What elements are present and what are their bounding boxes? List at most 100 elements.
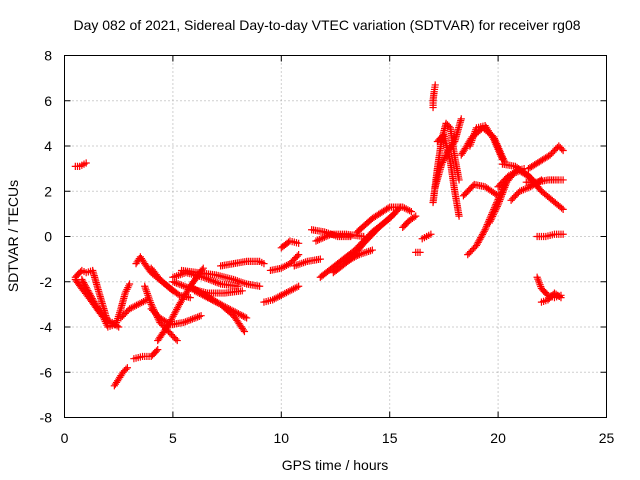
y-tick-label: -2 — [40, 274, 53, 290]
data-point-interp — [540, 287, 548, 295]
series-arc-31 — [399, 212, 420, 232]
data-point-interp — [389, 211, 397, 219]
series-arc-19 — [216, 257, 268, 270]
series-arc-23 — [277, 282, 303, 299]
y-tick-label: -8 — [40, 410, 53, 426]
data-point — [260, 260, 268, 268]
x-axis-label: GPS time / hours — [282, 457, 389, 473]
series-arc-06 — [112, 280, 134, 327]
data-point-interp — [150, 350, 158, 358]
data-point-interp — [437, 133, 445, 142]
data-point — [243, 314, 251, 322]
series-arc-40 — [459, 180, 502, 200]
series-arc-22 — [277, 237, 303, 252]
data-point — [455, 212, 463, 220]
series-arc-16 — [177, 266, 264, 290]
y-tick-label: 0 — [44, 229, 52, 245]
y-tick-label: 8 — [44, 48, 52, 64]
data-point-interp — [152, 347, 161, 355]
series-arc-18 — [190, 287, 251, 322]
grid-layer — [64, 55, 607, 418]
x-tick-label: 0 — [61, 430, 69, 446]
y-tick-label: 2 — [44, 183, 52, 199]
data-point-interp — [435, 136, 443, 144]
x-tick-label: 10 — [274, 430, 290, 446]
data-point — [544, 296, 552, 304]
data-point — [390, 210, 398, 218]
series-arc-12 — [147, 305, 205, 329]
data-point — [173, 336, 181, 345]
series-arc-05 — [110, 364, 131, 390]
data-point — [427, 230, 435, 238]
data-point-interp — [548, 292, 556, 300]
series-arc-32 — [412, 248, 424, 256]
data-point — [256, 282, 264, 290]
series-arc-07 — [117, 296, 151, 322]
data-point — [559, 146, 567, 155]
data-point-interp — [545, 294, 553, 303]
series-arc-21 — [266, 251, 303, 275]
series-arc-48 — [533, 230, 567, 241]
data-point-interp — [469, 182, 477, 190]
data-point — [559, 176, 567, 184]
data-point-interp — [539, 286, 547, 294]
y-tick-label: -4 — [40, 319, 53, 335]
series-arc-30 — [353, 203, 415, 236]
data-point-interp — [148, 351, 157, 359]
series-arc-50 — [537, 289, 565, 306]
series-arc-09 — [130, 346, 162, 363]
data-point-interp — [74, 270, 82, 279]
y-axis-label: SDTVAR / TECUs — [5, 180, 21, 292]
data-point-interp — [463, 187, 472, 196]
series-arc-26 — [312, 230, 368, 245]
x-tick-label: 5 — [169, 430, 177, 446]
x-tick-label: 15 — [382, 430, 398, 446]
data-point — [295, 239, 303, 247]
data-point-interp — [546, 293, 555, 301]
data-point-interp — [400, 222, 408, 230]
y-tick-label: -6 — [40, 364, 53, 380]
data-point-interp — [541, 289, 549, 297]
data-point — [186, 293, 194, 302]
series-arc-04 — [78, 275, 123, 331]
y-tick-label: 6 — [44, 93, 52, 109]
data-point — [459, 192, 468, 200]
data-point — [455, 176, 463, 184]
data-point — [557, 293, 565, 302]
series-arc-34 — [429, 81, 439, 112]
chart-title: Day 082 of 2021, Sidereal Day-to-day VTE… — [73, 17, 580, 33]
series-arc-24 — [290, 255, 324, 270]
data-point — [316, 255, 324, 263]
data-point — [125, 280, 134, 288]
data-point — [537, 284, 546, 293]
data-point — [82, 159, 90, 167]
data-point — [123, 364, 131, 372]
data-point-interp — [151, 348, 159, 356]
series-arc-47 — [524, 142, 567, 173]
data-point-interp — [466, 185, 474, 193]
data-point-interp — [401, 221, 409, 229]
series-arc-39 — [466, 122, 507, 164]
data-point — [431, 81, 439, 89]
data-point-interp — [75, 269, 83, 277]
data-point-interp — [462, 189, 470, 197]
data-point — [407, 208, 415, 216]
data-point-interp — [403, 219, 411, 227]
data-point — [147, 352, 155, 361]
series-arc-46 — [522, 176, 567, 186]
data-point — [240, 327, 249, 336]
data-point-interp — [465, 186, 473, 194]
data-point — [457, 115, 465, 123]
data-point — [368, 246, 376, 254]
data-point — [494, 183, 502, 191]
data-point-interp — [461, 190, 469, 198]
series-arc-28 — [329, 210, 398, 277]
data-point — [433, 137, 441, 146]
series-arc-38 — [457, 124, 509, 166]
data-point — [115, 323, 123, 331]
data-point — [154, 346, 162, 354]
x-tick-label: 20 — [490, 430, 506, 446]
x-tick-label: 25 — [599, 430, 615, 446]
data-point — [559, 205, 567, 213]
